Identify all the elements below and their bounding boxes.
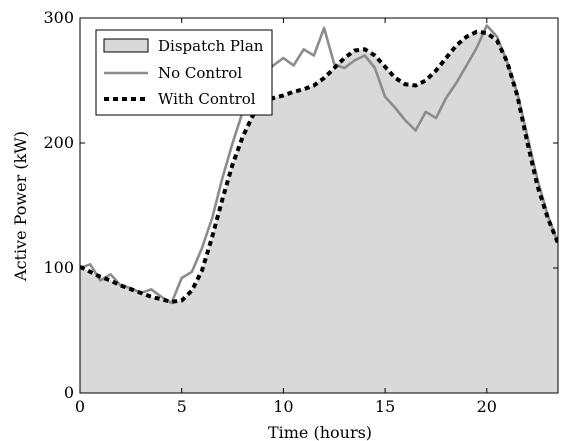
legend-label-dispatch-plan: Dispatch Plan: [158, 37, 264, 55]
x-tick-label: 15: [375, 397, 395, 416]
series-dispatch-plan-area: [80, 31, 558, 393]
legend: Dispatch Plan No Control With Control: [95, 29, 273, 116]
series-no-control-line: [80, 24, 558, 305]
legend-label-no-control: No Control: [158, 64, 242, 82]
legend-swatch-dispatch-plan: [103, 38, 149, 53]
legend-label-with-control: With Control: [158, 90, 256, 108]
y-axis-label: Active Power (kW): [11, 131, 30, 282]
plot-area: [80, 24, 558, 393]
x-tick-label: 0: [75, 397, 85, 416]
x-tick-label: 5: [177, 397, 187, 416]
y-tick-label: 100: [43, 258, 74, 277]
y-tick-label: 0: [64, 383, 74, 402]
y-tick-label: 200: [43, 133, 74, 152]
y-tick-label: 300: [43, 8, 74, 27]
x-tick-label: 10: [273, 397, 293, 416]
axes-frame: [79, 17, 559, 394]
x-tick-label: 20: [477, 397, 497, 416]
x-axis-label: Time (hours): [268, 423, 372, 441]
